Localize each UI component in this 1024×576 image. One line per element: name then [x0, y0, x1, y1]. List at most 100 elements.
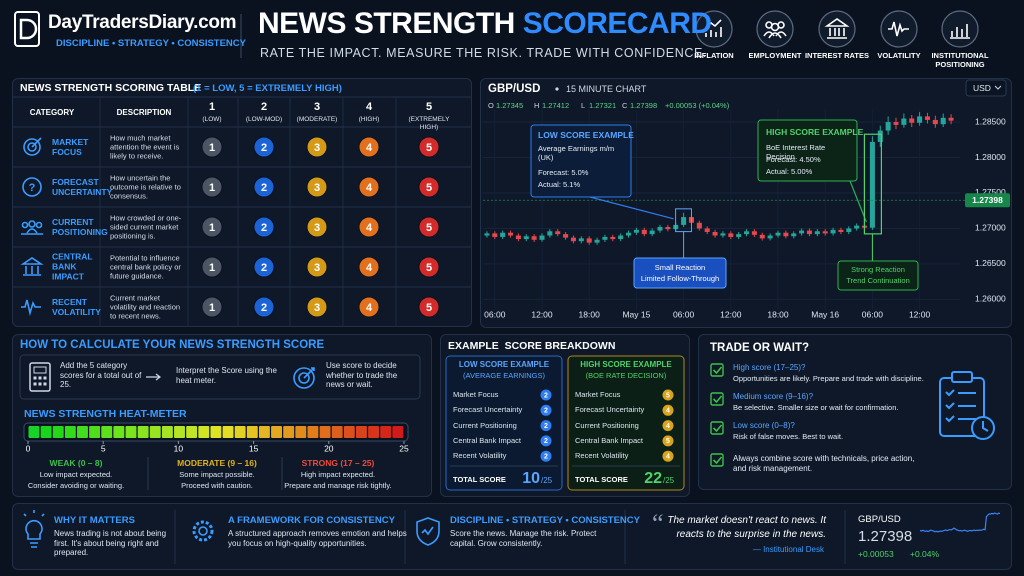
- candle-body: [618, 235, 624, 240]
- checkbox: [710, 363, 724, 377]
- footer-text: News trading is not about being first. I…: [54, 529, 167, 558]
- meter-segment: [137, 426, 149, 438]
- glyph: [35, 221, 43, 229]
- chart-subtitle: 15 MINUTE CHART: [566, 84, 647, 94]
- candle-body: [885, 122, 891, 131]
- breakdown-item: Recent Volatility: [453, 451, 507, 461]
- site-name: DayTradersDiary.com: [48, 12, 237, 33]
- y-tick-label: 1.26000: [975, 294, 1006, 304]
- breakdown-score-value: 2: [544, 408, 548, 415]
- score-value: 4: [366, 302, 373, 314]
- row-category: FORECAST UNCERTAINTY: [52, 176, 113, 197]
- candle-body: [563, 234, 569, 238]
- glyph: [20, 257, 44, 276]
- score-circle: [306, 176, 328, 198]
- calculator-key: [33, 382, 37, 386]
- breakdown-score-value: 2: [544, 392, 548, 399]
- candle-body: [586, 238, 592, 243]
- ohlc-label: O: [488, 101, 494, 110]
- checkmark: [712, 366, 723, 375]
- row-description: Current market volatility and reaction t…: [110, 293, 181, 321]
- total-label: TOTAL SCORE: [575, 475, 628, 484]
- ohlc-label: C: [622, 101, 628, 110]
- category-icon: [756, 10, 794, 48]
- currency-select: [965, 79, 1007, 97]
- section-title: EXAMPLE SCORE BREAKDOWN: [448, 340, 616, 352]
- section-title: TRADE OR WAIT?: [710, 342, 810, 354]
- last-price-tag: [965, 193, 1010, 208]
- meter-segment: [234, 426, 246, 438]
- score-value: 5: [426, 302, 432, 314]
- clock-hands: [982, 421, 989, 432]
- meter-segment: [113, 426, 125, 438]
- meter-segment: [331, 426, 343, 438]
- calculator-icon: [29, 362, 51, 392]
- meter-segment: [222, 426, 234, 438]
- candle-body: [712, 231, 718, 236]
- reaction-box: [837, 260, 919, 291]
- row-description: Potential to influence central bank poli…: [110, 253, 181, 281]
- score-circle: [418, 256, 440, 278]
- y-tick-label: 1.27500: [975, 187, 1006, 197]
- score-circle: [358, 216, 380, 238]
- total-out-of: /25: [663, 476, 675, 485]
- breakdown-score-value: 4: [666, 423, 670, 430]
- y-tick-label: 1.27000: [975, 223, 1006, 233]
- checkmark: [712, 395, 723, 404]
- candle-body: [649, 230, 655, 235]
- meter-tick-label: 25: [399, 443, 409, 453]
- chart-title: GBP/USD: [488, 83, 541, 95]
- step-arrow: [146, 373, 161, 381]
- footer-title: DISCIPLINE • STRATEGY • CONSISTENCY: [450, 515, 640, 526]
- candle-body: [594, 239, 600, 243]
- icon-label: EMPLOYMENT: [748, 51, 802, 60]
- candle-body: [822, 231, 828, 234]
- y-tick-label: 1.26500: [975, 258, 1006, 268]
- total-out-of: /25: [541, 476, 553, 485]
- calculator-key: [43, 376, 47, 380]
- score-circle: [201, 296, 223, 318]
- meter-segment: [28, 426, 40, 438]
- annotation-line: Actual: 5.00%: [766, 167, 813, 176]
- candle-body: [932, 119, 938, 125]
- breakdown-item: Current Positioning: [575, 420, 639, 430]
- candle-body: [508, 232, 514, 236]
- section-title: HOW TO CALCULATE YOUR NEWS STRENGTH SCOR…: [20, 339, 325, 351]
- candle-body: [539, 235, 545, 240]
- x-tick-label: 06:00: [862, 309, 884, 319]
- breakdown-item: Market Focus: [453, 390, 499, 399]
- candle-body: [775, 232, 781, 236]
- ohlc-label: H: [534, 101, 540, 110]
- icon-label: INFLATION: [694, 51, 734, 60]
- row-description: How uncertain the outcome is relative to…: [110, 173, 181, 201]
- candle-body: [909, 118, 915, 123]
- meter-segment: [246, 426, 258, 438]
- x-tick-label: 12:00: [720, 309, 742, 319]
- ticker-price: 1.27398: [858, 528, 913, 545]
- meter-segment: [380, 426, 392, 438]
- column-header: DESCRIPTION: [116, 108, 172, 117]
- breakdown-item: Market Focus: [575, 390, 621, 399]
- score-value: 1: [209, 142, 215, 154]
- gear-icon: [198, 526, 208, 536]
- candle-body: [751, 231, 757, 235]
- target-icon: [293, 367, 315, 389]
- candle-body: [492, 233, 498, 237]
- total-value: 10: [522, 470, 540, 487]
- table-title: NEWS STRENGTH SCORING TABLE: [20, 82, 202, 94]
- target-icon: [298, 372, 310, 384]
- score-value: 5: [426, 182, 432, 194]
- annotation-arrow: [589, 196, 674, 220]
- row-icon: ?: [22, 177, 42, 197]
- ticker-change-pct: +0.04%: [910, 549, 940, 559]
- candle-body: [610, 236, 616, 240]
- how-to-panel: [12, 334, 432, 497]
- level-number: 5: [425, 101, 433, 113]
- target-icon: [303, 367, 315, 379]
- candle-body: [744, 231, 750, 235]
- candle-body: [893, 122, 899, 125]
- candle-body: [759, 234, 765, 239]
- meter-tick-label: 20: [324, 443, 334, 453]
- reaction-label: Small Reaction: [654, 263, 706, 272]
